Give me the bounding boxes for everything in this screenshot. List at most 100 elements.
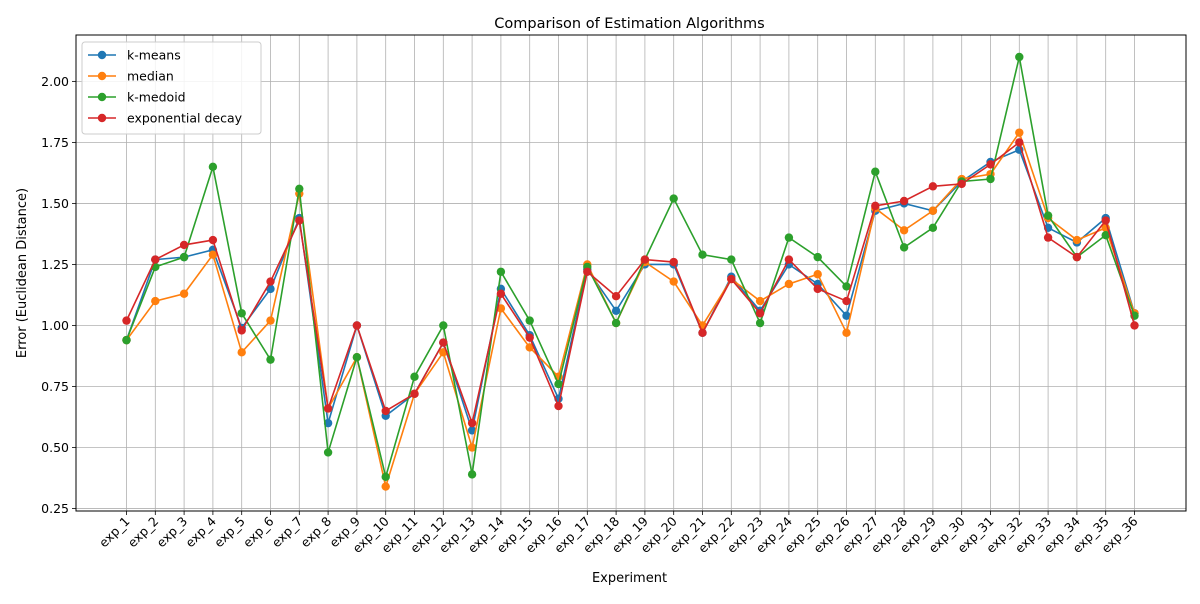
data-point [151, 255, 160, 264]
series-exponential-decay [122, 138, 1139, 428]
data-point [957, 179, 966, 189]
data-point [928, 182, 938, 191]
data-point [266, 284, 275, 294]
data-point [410, 372, 419, 381]
data-point [179, 252, 189, 262]
data-point [899, 196, 909, 206]
data-point [727, 255, 736, 264]
data-point [467, 470, 477, 479]
data-point [928, 206, 938, 215]
data-point [525, 333, 534, 342]
data-point [496, 289, 506, 298]
data-point [986, 160, 995, 169]
data-point [352, 321, 362, 330]
y-tick-label: 1.75 [41, 135, 69, 150]
data-point [813, 252, 822, 262]
data-point [842, 311, 851, 320]
data-point [1101, 216, 1110, 225]
data-point [323, 418, 333, 428]
data-point [1015, 52, 1024, 62]
data-point [525, 343, 534, 352]
legend-marker [97, 50, 107, 60]
data-point [871, 167, 880, 176]
data-point [237, 348, 246, 357]
legend: k-means median k-medoid exponential decay [81, 41, 262, 135]
data-point [1130, 321, 1139, 330]
y-tick-label: 0.50 [41, 440, 69, 455]
legend-marker [97, 92, 107, 102]
plot-frame [75, 34, 1187, 512]
data-point [525, 316, 534, 325]
data-point [784, 255, 794, 264]
y-tick-label: 0.25 [41, 501, 69, 516]
data-point [698, 250, 707, 259]
data-point [899, 243, 909, 252]
y-tick-label: 1.25 [41, 257, 69, 272]
data-point [208, 250, 218, 259]
data-point [381, 482, 390, 491]
legend-label: k-medoid [127, 90, 186, 105]
data-point [496, 267, 506, 276]
data-point [640, 255, 650, 264]
data-point [208, 162, 218, 172]
data-point [295, 216, 304, 225]
data-point [467, 443, 477, 452]
legend-item: k-medoid [88, 90, 186, 105]
data-point [410, 389, 419, 399]
data-point [899, 226, 909, 235]
data-point [554, 401, 563, 411]
data-point [1043, 233, 1053, 242]
data-point [986, 174, 995, 184]
legend-item: k-means [88, 48, 181, 63]
data-point [842, 282, 851, 291]
data-point [784, 279, 794, 289]
chart-title: Comparison of Estimation Algorithms [494, 16, 764, 32]
data-point [151, 296, 160, 306]
data-point [698, 328, 707, 338]
legend-marker [97, 71, 107, 81]
data-point [323, 404, 333, 413]
data-point [208, 235, 218, 245]
data-point [928, 223, 938, 233]
legend-label: k-means [127, 48, 181, 63]
legend-item: exponential decay [88, 111, 243, 126]
data-point [122, 335, 131, 345]
legend-label: exponential decay [127, 111, 243, 126]
data-point [813, 284, 822, 294]
y-axis-label: Error (Euclidean Distance) [15, 188, 30, 358]
data-point [295, 184, 304, 193]
data-point [554, 379, 563, 389]
data-point [1072, 252, 1082, 262]
data-point [1015, 128, 1024, 137]
data-point [583, 267, 592, 276]
data-point [755, 296, 765, 306]
data-point [179, 240, 189, 250]
data-point [1101, 230, 1110, 240]
legend-item: median [88, 69, 174, 84]
data-point [266, 355, 275, 364]
legend-label: median [127, 69, 174, 84]
legend-marker [97, 113, 107, 123]
data-point [237, 326, 246, 335]
data-point [755, 318, 765, 328]
data-point [179, 289, 189, 298]
data-point [439, 321, 448, 330]
series-layer [122, 52, 1139, 491]
data-point [784, 233, 794, 242]
y-tick-label: 1.50 [41, 196, 69, 211]
series-line [125, 141, 1136, 426]
y-tick-label: 2.00 [41, 74, 69, 89]
data-point [266, 277, 275, 286]
y-tick-label: 0.75 [41, 379, 69, 394]
data-point [381, 406, 390, 416]
data-point [611, 306, 621, 316]
data-point [467, 426, 477, 435]
data-point [237, 309, 246, 318]
y-axis-ticks: 0.25 0.50 0.75 1.00 1.25 1.50 1.75 2.00 [41, 74, 76, 516]
data-point [266, 316, 275, 325]
data-point [669, 277, 678, 286]
data-point [1072, 235, 1082, 245]
data-point [842, 296, 851, 306]
data-point [813, 270, 822, 279]
